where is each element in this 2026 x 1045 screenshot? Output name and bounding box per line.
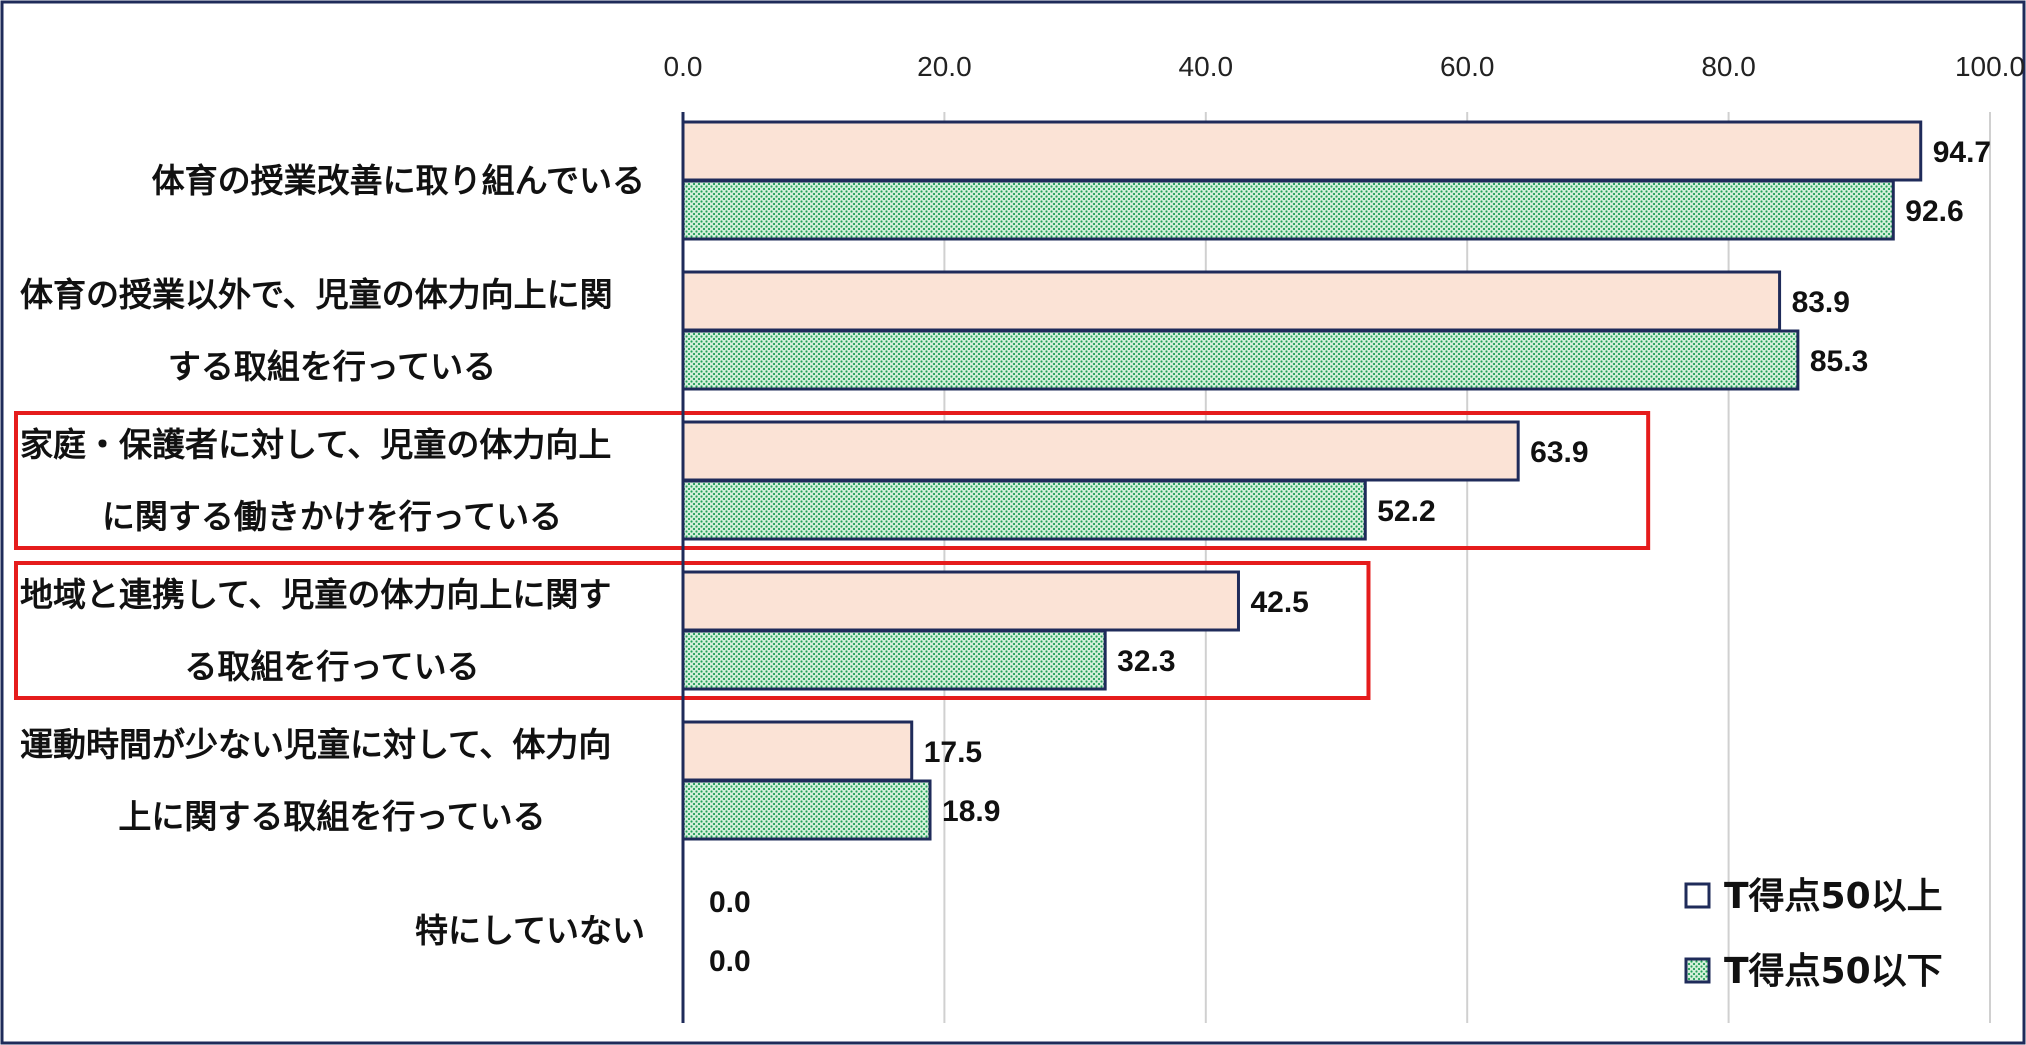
legend-label-series-2: T得点50以下	[1724, 951, 1943, 992]
category-label: 体育の授業以外で、児童の体力向上に関	[20, 275, 613, 314]
bar-series-1	[681, 570, 1240, 632]
category-label: 上に関する取組を行っている	[118, 797, 545, 836]
bar-series-2	[681, 779, 932, 841]
data-label: 92.6	[1905, 195, 1963, 228]
bar-series-1	[681, 270, 1782, 332]
data-label: 17.5	[924, 736, 982, 769]
x-tick-label: 60.0	[1440, 51, 1495, 82]
category-label: に関する働きかけを行っている	[102, 497, 562, 536]
x-tick-label: 80.0	[1701, 51, 1756, 82]
grid-layer	[943, 112, 1991, 1023]
bar-series-1	[681, 720, 914, 782]
data-label: 42.5	[1250, 586, 1308, 619]
label-layer: 94.7 92.6 83.9 85.3 63.9 52.2 42.5 32.3 17.5 18.9…	[709, 136, 1991, 978]
bar-series-2	[681, 179, 1895, 241]
x-tick-label: 100.0	[1955, 51, 2025, 82]
data-label: 63.9	[1530, 436, 1588, 469]
bar-series-1	[681, 120, 1923, 182]
category-label: 特にしていない	[415, 911, 645, 950]
data-label: 0.0	[709, 945, 751, 978]
bar-series-2	[681, 479, 1367, 541]
bar-series-2	[681, 329, 1800, 391]
category-label: する取組を行っている	[168, 347, 496, 386]
x-tick-label: 40.0	[1179, 51, 1234, 82]
bar-layer	[681, 120, 1923, 841]
data-label: 94.7	[1933, 136, 1991, 169]
highlight-layer	[14, 411, 1651, 700]
tick-layer: 0.0 20.0 40.0 60.0 80.0 100.0	[664, 51, 2026, 82]
highlight-box	[14, 411, 1651, 550]
category-layer: 体育の授業改善に取り組んでいる体育の授業以外で、児童の体力向上に関する取組を行っ…	[20, 161, 645, 950]
legend-label-series-1: T得点50以上	[1724, 876, 1943, 917]
data-label: 32.3	[1117, 645, 1175, 678]
legend-swatch-series-1	[1684, 882, 1711, 909]
bar-series-1	[681, 420, 1520, 482]
category-label: 運動時間が少ない児童に対して、体力向	[20, 725, 611, 764]
data-label: 52.2	[1377, 495, 1435, 528]
data-label: 0.0	[709, 886, 751, 919]
data-label: 18.9	[942, 795, 1000, 828]
category-label: 家庭・保護者に対して、児童の体力向上	[20, 425, 611, 464]
legend-swatch-series-2	[1684, 957, 1711, 984]
category-label: 地域と連携して、児童の体力向上に関す	[20, 575, 611, 614]
x-tick-label: 20.0	[917, 51, 972, 82]
x-tick-label: 0.0	[664, 51, 703, 82]
bar-series-2	[681, 629, 1107, 691]
category-label: 体育の授業改善に取り組んでいる	[152, 161, 645, 200]
data-label: 85.3	[1810, 345, 1868, 378]
category-label: る取組を行っている	[184, 647, 479, 686]
highlight-box	[14, 561, 1371, 700]
legend: T得点50以上 T得点50以下	[1684, 876, 1943, 992]
data-label: 83.9	[1792, 286, 1850, 319]
